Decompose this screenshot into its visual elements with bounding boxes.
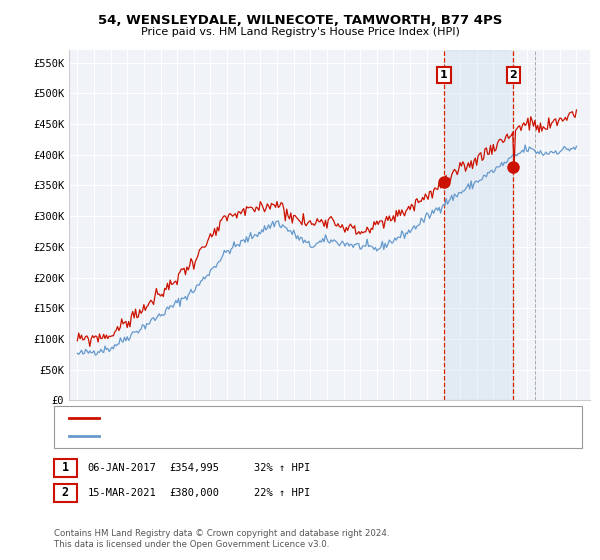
Text: 22% ↑ HPI: 22% ↑ HPI [254,488,310,498]
Text: £380,000: £380,000 [170,488,220,498]
Text: 1: 1 [62,461,69,474]
Text: 32% ↑ HPI: 32% ↑ HPI [254,463,310,473]
Text: Contains HM Land Registry data © Crown copyright and database right 2024.
This d: Contains HM Land Registry data © Crown c… [54,529,389,549]
Text: 2: 2 [509,70,517,80]
Text: 54, WENSLEYDALE, WILNECOTE, TAMWORTH, B77 4PS: 54, WENSLEYDALE, WILNECOTE, TAMWORTH, B7… [98,14,502,27]
Text: 54, WENSLEYDALE, WILNECOTE, TAMWORTH, B77 4PS (detached house): 54, WENSLEYDALE, WILNECOTE, TAMWORTH, B7… [106,413,470,423]
Text: 2: 2 [62,486,69,500]
Text: 06-JAN-2017: 06-JAN-2017 [88,463,157,473]
Bar [444,50,514,400]
Text: £354,995: £354,995 [170,463,220,473]
Text: 1: 1 [440,70,448,80]
Text: 15-MAR-2021: 15-MAR-2021 [88,488,157,498]
Text: HPI: Average price, detached house, Tamworth: HPI: Average price, detached house, Tamw… [106,431,365,441]
Text: Price paid vs. HM Land Registry's House Price Index (HPI): Price paid vs. HM Land Registry's House … [140,27,460,37]
